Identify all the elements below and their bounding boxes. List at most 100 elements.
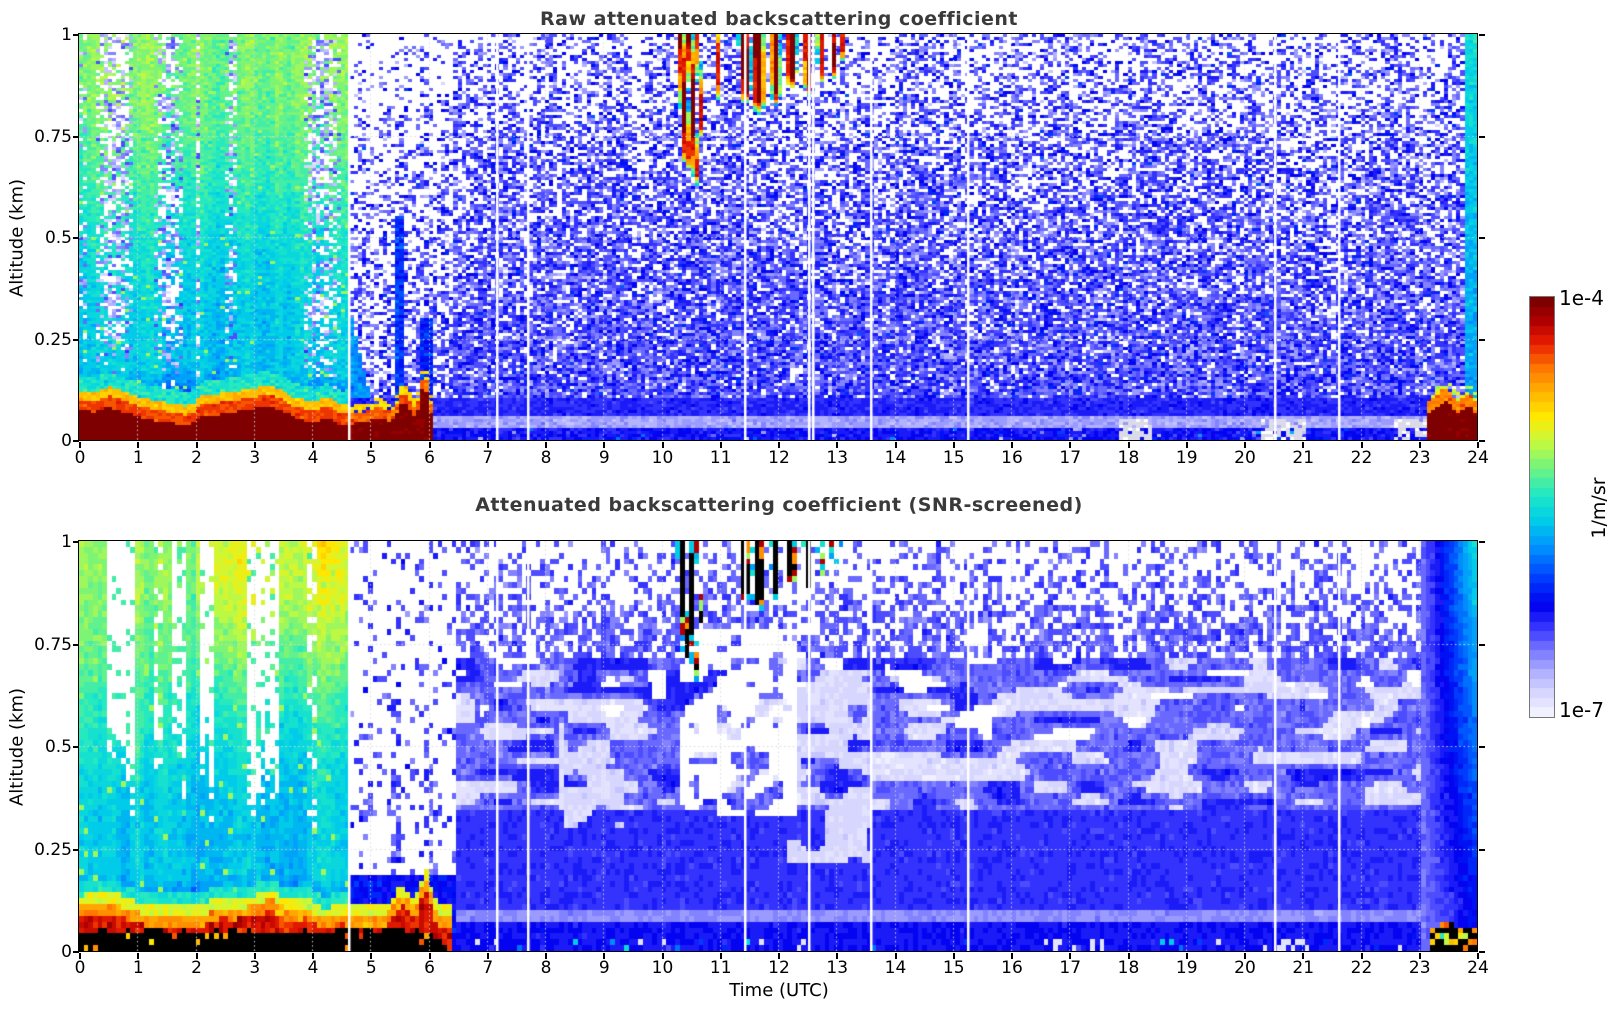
x-tick-mark <box>661 442 664 448</box>
x-tick-mark <box>661 953 664 959</box>
x-tick-label: 17 <box>1059 958 1082 978</box>
x-tick-mark <box>603 953 606 959</box>
x-tick-mark <box>253 953 256 959</box>
x-tick-label: 8 <box>540 958 552 978</box>
x-axis-label: Time (UTC) <box>729 980 829 1001</box>
y-tick-mark <box>73 541 79 543</box>
y-tick-label: 0 <box>61 942 72 962</box>
x-tick-mark <box>1127 442 1130 448</box>
x-tick-label: 10 <box>651 448 674 468</box>
x-tick-mark <box>1360 953 1363 959</box>
x-tick-label: 2 <box>191 958 202 978</box>
screened-heatmap-canvas <box>79 541 1477 951</box>
y-tick-label: 0.75 <box>34 634 72 655</box>
x-tick-label: 15 <box>942 958 965 978</box>
x-tick-mark <box>836 442 839 448</box>
x-tick-label: 18 <box>1117 958 1140 978</box>
y-tick-mark <box>73 338 79 341</box>
x-tick-label: 19 <box>1175 448 1198 468</box>
x-tick-mark <box>370 953 373 959</box>
y-tick-label: 0.25 <box>34 329 72 350</box>
y-tick-mark-right <box>1479 237 1485 239</box>
x-tick-mark <box>603 442 606 448</box>
y-tick-mark-right <box>1479 746 1485 748</box>
x-tick-label: 6 <box>424 448 435 468</box>
y-tick-mark-right <box>1479 338 1485 341</box>
y-tick-label: 0.5 <box>44 228 72 248</box>
x-tick-label: 16 <box>1001 448 1023 468</box>
y-tick-mark-right <box>1479 541 1485 543</box>
y-tick-label: 0.75 <box>34 126 72 147</box>
x-tick-mark <box>486 953 489 959</box>
x-tick-label: 4 <box>307 958 319 978</box>
x-tick-mark <box>312 442 314 448</box>
raw-heatmap-panel <box>78 33 1478 441</box>
x-tick-mark <box>1185 442 1188 448</box>
y-tick-mark-right <box>1479 951 1485 953</box>
x-tick-mark <box>545 953 547 959</box>
x-tick-mark <box>1069 953 1072 959</box>
x-tick-mark <box>1302 953 1305 959</box>
y-tick-mark-right <box>1479 440 1485 442</box>
y-tick-mark-right <box>1479 135 1485 138</box>
x-tick-mark <box>195 953 198 959</box>
x-tick-mark <box>1360 442 1363 448</box>
y-tick-mark-right <box>1479 643 1485 646</box>
x-tick-mark <box>545 442 547 448</box>
colorbar <box>1529 296 1555 718</box>
x-tick-mark <box>79 953 81 959</box>
x-tick-label: 5 <box>365 448 377 468</box>
x-tick-label: 2 <box>191 448 202 468</box>
x-tick-label: 21 <box>1292 448 1315 468</box>
y-tick-mark <box>73 440 79 442</box>
x-tick-label: 9 <box>598 958 610 978</box>
x-tick-label: 11 <box>709 958 732 978</box>
x-tick-mark <box>894 442 897 448</box>
x-tick-label: 3 <box>249 958 261 978</box>
colorbar-min-label: 1e-7 <box>1559 698 1604 722</box>
x-tick-mark <box>1244 442 1246 448</box>
x-tick-label: 7 <box>482 448 494 468</box>
x-tick-mark <box>1244 953 1246 959</box>
x-tick-label: 24 <box>1467 448 1489 468</box>
x-tick-label: 9 <box>598 448 610 468</box>
x-tick-label: 23 <box>1408 958 1431 978</box>
x-tick-mark <box>1418 953 1421 959</box>
y-tick-mark <box>73 135 79 138</box>
y-tick-label: 0 <box>61 431 72 451</box>
y-tick-mark-right <box>1479 34 1485 36</box>
y-tick-label: 1 <box>61 25 72 45</box>
x-tick-label: 6 <box>424 958 435 978</box>
x-tick-label: 15 <box>942 448 965 468</box>
x-tick-mark <box>1477 953 1479 959</box>
y-tick-mark <box>73 746 79 748</box>
colorbar-max-label: 1e-4 <box>1559 286 1604 310</box>
x-tick-label: 0 <box>74 958 86 978</box>
x-tick-mark <box>1127 953 1130 959</box>
y-tick-mark <box>73 951 79 953</box>
x-tick-mark <box>1011 953 1013 959</box>
x-tick-mark <box>486 442 489 448</box>
x-tick-label: 16 <box>1001 958 1023 978</box>
x-tick-label: 0 <box>74 448 86 468</box>
raw-panel-title: Raw attenuated backscattering coefficien… <box>540 8 1018 30</box>
x-tick-mark <box>1418 442 1421 448</box>
x-tick-label: 20 <box>1234 958 1256 978</box>
x-tick-label: 5 <box>365 958 377 978</box>
x-tick-mark <box>719 953 722 959</box>
x-tick-label: 13 <box>826 958 849 978</box>
x-tick-mark <box>370 442 373 448</box>
x-tick-mark <box>894 953 897 959</box>
y-tick-label: 0.5 <box>44 737 72 757</box>
x-tick-label: 1 <box>132 958 144 978</box>
x-tick-label: 14 <box>884 448 907 468</box>
x-tick-label: 14 <box>884 958 907 978</box>
x-tick-mark <box>1069 442 1072 448</box>
x-tick-mark <box>312 953 314 959</box>
colorbar-unit-label: 1/m/sr <box>1588 477 1610 539</box>
x-tick-mark <box>1185 953 1188 959</box>
x-tick-mark <box>253 442 256 448</box>
y-tick-mark <box>73 237 79 239</box>
x-tick-mark <box>137 953 140 959</box>
